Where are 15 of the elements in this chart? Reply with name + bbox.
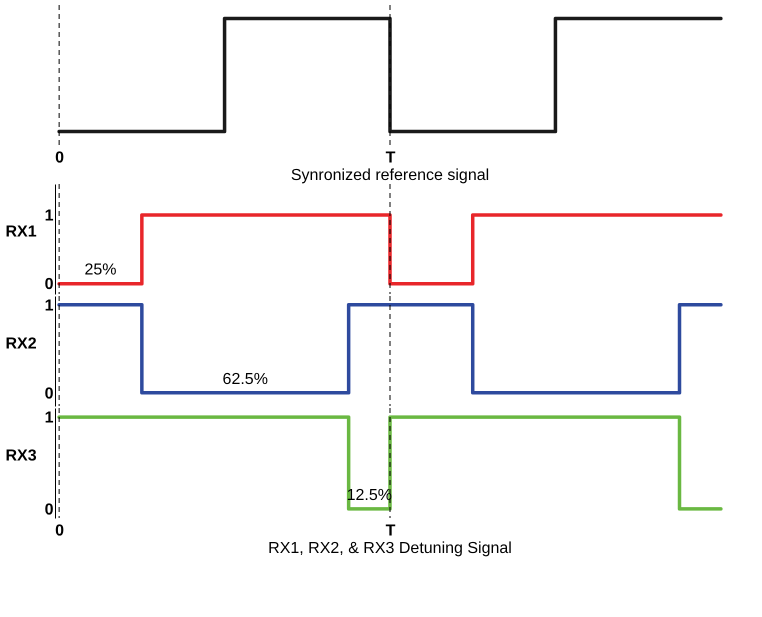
y-tick-label: 0 bbox=[44, 501, 54, 518]
annotation: 25% bbox=[84, 262, 117, 279]
x-tick-label: T bbox=[386, 150, 396, 166]
y-tick-label: 0 bbox=[44, 385, 54, 402]
y-tick-label: 1 bbox=[44, 410, 54, 427]
annotation: 62.5% bbox=[222, 370, 268, 388]
text: RX1, RX2, & RX3 Detuning Signal bbox=[268, 540, 512, 557]
y-tick-label: 1 bbox=[44, 207, 54, 224]
x-tick-label: T bbox=[386, 522, 396, 540]
y-axis-title: RX2 bbox=[5, 336, 37, 352]
text: Synronized reference signal bbox=[290, 167, 490, 184]
y-tick-label: 1 bbox=[44, 297, 54, 314]
y-axis-title: RX1 bbox=[5, 224, 37, 240]
y-axis-title: RX3 bbox=[5, 448, 37, 464]
y-tick-label: 0 bbox=[44, 276, 54, 294]
